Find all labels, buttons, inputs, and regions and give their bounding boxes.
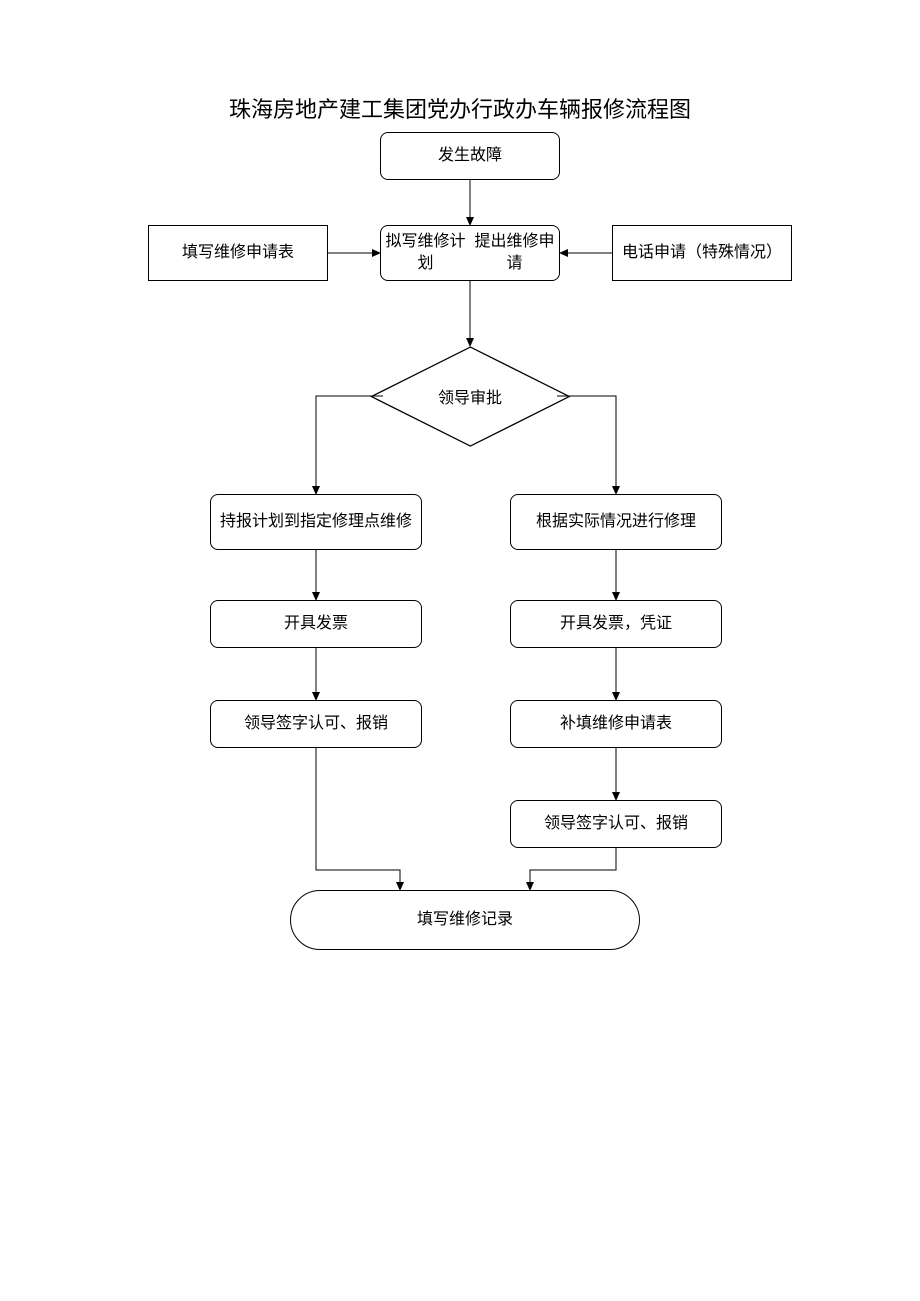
node-n3: 领导审批 xyxy=(370,346,570,446)
edge-12 xyxy=(530,848,616,890)
node-n2l: 填写维修申请表 xyxy=(148,225,328,281)
edge-11 xyxy=(316,748,400,890)
node-n6r: 补填维修申请表 xyxy=(510,700,722,748)
node-n1: 发生故障 xyxy=(380,132,560,180)
node-n2r: 电话申请（特殊情况） xyxy=(612,225,792,281)
node-n2: 拟写维修计划提出维修申请 xyxy=(380,225,560,281)
node-n4r: 根据实际情况进行修理 xyxy=(510,494,722,550)
node-n6l: 领导签字认可、报销 xyxy=(210,700,422,748)
node-n3-label: 领导审批 xyxy=(370,346,570,446)
node-n4l: 持报计划到指定修理点维修 xyxy=(210,494,422,550)
node-n5r: 开具发票，凭证 xyxy=(510,600,722,648)
flowchart-title: 珠海房地产建工集团党办行政办车辆报修流程图 xyxy=(0,92,920,124)
connectors-svg xyxy=(0,0,920,1301)
node-n8: 填写维修记录 xyxy=(290,890,640,950)
node-n7r: 领导签字认可、报销 xyxy=(510,800,722,848)
node-n5l: 开具发票 xyxy=(210,600,422,648)
